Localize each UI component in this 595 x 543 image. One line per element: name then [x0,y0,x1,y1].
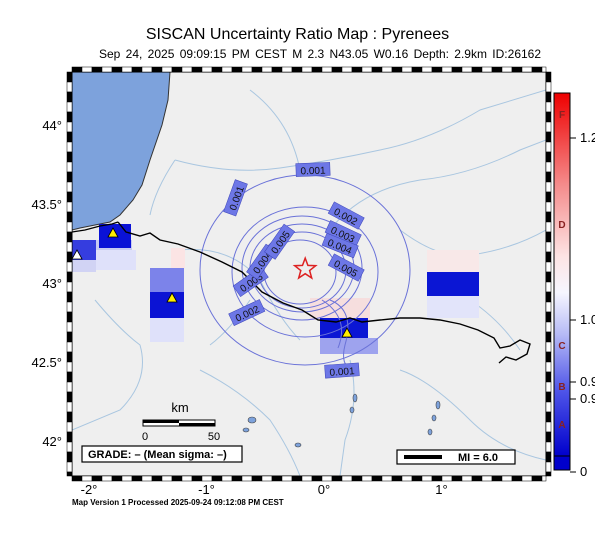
svg-text:0.001: 0.001 [329,366,355,379]
colorbar-grade-letter: C [558,341,565,352]
colorbar-value-label: 0.9 [580,391,595,406]
scale-bar: km 0 50 [142,400,220,443]
event-subtitle: Sep 24, 2025 09:09:15 PM CEST M 2.3 N43.… [98,47,542,61]
longitude-labels: -2° -1° 0° 1° [81,482,448,497]
colorbar-value-label: 0 [580,464,587,479]
station-triangle-icon [107,227,119,238]
lat-label: 42° [42,434,62,449]
epicenter-star-icon [292,255,318,280]
lat-label: 43.5° [31,197,62,212]
colorbar: F D C B A 1.2 1.0 0.9 0.9 0 [553,92,595,479]
mi-box: MI = 6.0 [396,449,516,465]
mi-text: MI = 6.0 [458,452,498,464]
map-title: SISCAN Uncertainty Ratio Map : Pyrenees [145,26,450,43]
map-frame [66,66,552,482]
lat-label: 44° [42,118,62,133]
lon-label: 0° [318,482,330,497]
colorbar-value-label: 1.0 [580,312,595,327]
station-triangle-icon [166,292,178,303]
contour-label: 0.001 [324,362,360,379]
lon-label: -1° [198,482,215,497]
colorbar-grade-letter: A [558,420,565,431]
scale-label-end: 50 [208,431,220,443]
colorbar-grade-letter: D [558,220,565,231]
coastline [72,221,119,233]
latitude-labels: 44° 43.5° 43° 42.5° 42° [31,118,62,449]
country-border [117,221,531,364]
rivers [72,89,546,476]
lakes [242,393,441,448]
colorbar-grade-letter: B [558,382,565,393]
colorbar-value-label: 0.9 [580,374,595,389]
scale-label-start: 0 [142,431,148,443]
station-triangle-icon [341,327,353,338]
lat-label: 43° [42,276,62,291]
grade-text: GRADE: – (Mean sigma: –) [88,449,227,461]
lon-label: -2° [81,482,98,497]
lat-label: 42.5° [31,355,62,370]
uncertainty-cells [72,224,479,354]
stations [71,227,353,338]
lon-label: 1° [435,482,447,497]
grade-box: GRADE: – (Mean sigma: –) [81,445,243,463]
sea-area [72,72,171,231]
colorbar-value-label: 1.2 [580,130,595,145]
station-triangle-icon [71,249,83,260]
processed-footer: Map Version 1 Processed 2025-09-24 09:12… [72,498,284,507]
contour-label: 0.001 [295,162,331,178]
svg-text:0.001: 0.001 [300,166,326,178]
scale-unit: km [171,400,188,415]
colorbar-grade-letter: F [559,110,565,121]
contour-labels: 0.0010.0010.0010.0020.0020.0030.0030.004… [223,162,365,379]
